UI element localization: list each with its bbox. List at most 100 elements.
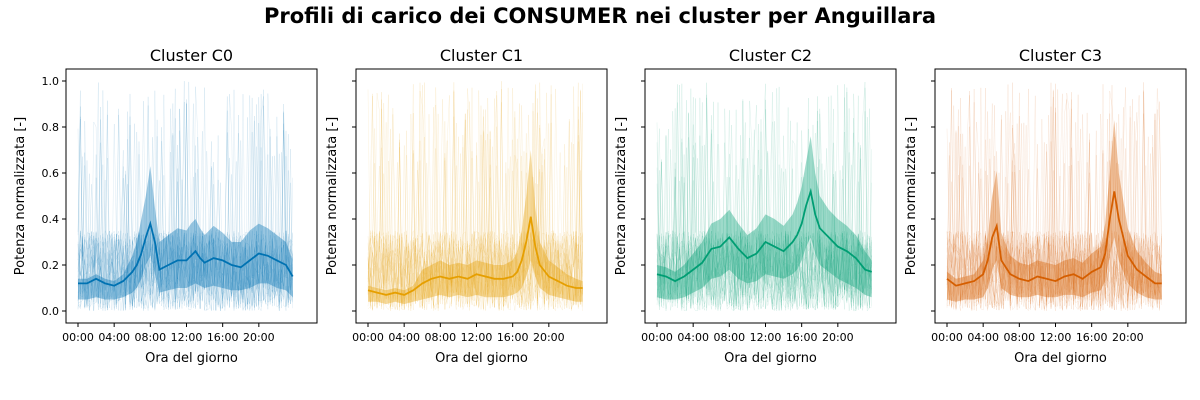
background-trace bbox=[656, 88, 872, 310]
x-tick-label: 00:00 bbox=[352, 331, 384, 344]
background-trace bbox=[77, 114, 293, 310]
background-trace bbox=[946, 88, 1162, 311]
x-tick-label: 16:00 bbox=[497, 331, 529, 344]
y-axis-label: Potenza normalizzata [-] bbox=[13, 117, 28, 275]
background-trace bbox=[77, 89, 293, 311]
background-trace bbox=[946, 96, 1162, 311]
x-axis-label: Ora del giorno bbox=[724, 351, 817, 366]
background-trace bbox=[77, 88, 293, 311]
background-trace bbox=[77, 94, 293, 311]
background-trace bbox=[367, 83, 583, 312]
background-trace bbox=[946, 126, 1162, 312]
background-trace bbox=[946, 90, 1162, 311]
chart-panel-0: 0.0 0.2 0.4 0.6 0.8 1.0 00:00 04:00 08:00 12:00 16… bbox=[13, 46, 318, 366]
background-trace bbox=[946, 84, 1162, 310]
x-axis-label: Ora del giorno bbox=[435, 351, 528, 366]
background-trace bbox=[77, 101, 293, 311]
chart-panel-2: 00:00 04:00 08:00 12:00 16:00 20:00 Cluster C2… bbox=[614, 46, 897, 366]
background-trace bbox=[656, 87, 872, 312]
axes-frame bbox=[934, 68, 1187, 324]
background-trace bbox=[367, 92, 583, 311]
x-tick-label: 00:00 bbox=[641, 331, 673, 344]
y-axis-label: Potenza normalizzata [-] bbox=[904, 117, 919, 275]
background-trace bbox=[946, 88, 1162, 311]
background-trace bbox=[367, 93, 583, 310]
x-tick-label: 04:00 bbox=[98, 331, 130, 344]
background-trace bbox=[77, 106, 293, 312]
background-trace bbox=[77, 90, 293, 310]
background-trace bbox=[77, 82, 293, 310]
x-tick-label: 16:00 bbox=[207, 331, 239, 344]
x-tick-label: 04:00 bbox=[388, 331, 420, 344]
x-axis-label: Ora del giorno bbox=[1014, 351, 1107, 366]
background-trace bbox=[77, 111, 293, 311]
chart-panel-3: 00:00 04:00 08:00 12:00 16:00 20:00 Cluster C3… bbox=[904, 46, 1187, 366]
background-trace bbox=[367, 82, 583, 311]
background-trace bbox=[946, 82, 1162, 310]
mean-line bbox=[946, 191, 1162, 287]
background-trace bbox=[946, 82, 1162, 311]
background-trace bbox=[77, 90, 293, 311]
background-trace bbox=[656, 111, 872, 312]
y-tick-label: 0.2 bbox=[42, 259, 60, 272]
background-trace bbox=[656, 97, 872, 311]
background-trace bbox=[656, 108, 872, 308]
background-trace bbox=[656, 96, 872, 311]
x-tick-label: 16:00 bbox=[786, 331, 818, 344]
mean-line bbox=[656, 187, 872, 283]
background-trace bbox=[77, 93, 293, 311]
x-tick-label: 08:00 bbox=[134, 331, 166, 344]
x-tick-label: 04:00 bbox=[967, 331, 999, 344]
background-trace bbox=[946, 83, 1162, 311]
background-trace bbox=[367, 103, 583, 311]
background-trace bbox=[77, 89, 293, 311]
x-tick-label: 12:00 bbox=[461, 331, 493, 344]
background-traces bbox=[656, 81, 872, 312]
background-trace bbox=[367, 92, 583, 310]
background-trace bbox=[656, 92, 872, 311]
background-trace bbox=[77, 86, 293, 311]
axes-frame bbox=[65, 68, 318, 324]
background-trace bbox=[367, 88, 583, 311]
background-trace bbox=[367, 99, 583, 311]
background-trace bbox=[946, 105, 1162, 310]
background-trace bbox=[946, 82, 1162, 311]
chart-panel-1: 00:00 04:00 08:00 12:00 16:00 20:00 Cluster C1… bbox=[325, 46, 608, 366]
x-tick-label: 20:00 bbox=[1112, 331, 1144, 344]
background-trace bbox=[77, 118, 293, 311]
background-trace bbox=[656, 110, 872, 310]
x-tick-label: 20:00 bbox=[822, 331, 854, 344]
background-trace bbox=[367, 82, 583, 311]
background-trace bbox=[77, 151, 293, 311]
y-tick-label: 1.0 bbox=[42, 75, 60, 88]
background-trace bbox=[367, 91, 583, 311]
x-tick-label: 12:00 bbox=[171, 331, 203, 344]
axes-frame bbox=[644, 68, 897, 324]
panel-title: Cluster C2 bbox=[729, 46, 812, 65]
x-tick-label: 12:00 bbox=[750, 331, 782, 344]
mean-line bbox=[367, 216, 583, 296]
background-trace bbox=[367, 95, 583, 310]
background-trace bbox=[656, 110, 872, 311]
background-trace bbox=[77, 145, 293, 311]
background-trace bbox=[367, 81, 583, 311]
background-trace bbox=[656, 81, 872, 310]
background-trace bbox=[367, 84, 583, 311]
background-trace bbox=[367, 87, 583, 308]
background-trace bbox=[77, 112, 293, 310]
x-axis-label: Ora del giorno bbox=[145, 351, 238, 366]
x-tick-label: 08:00 bbox=[713, 331, 745, 344]
x-tick-label: 20:00 bbox=[243, 331, 275, 344]
x-tick-label: 16:00 bbox=[1076, 331, 1108, 344]
y-axis-label: Potenza normalizzata [-] bbox=[614, 117, 629, 275]
background-trace bbox=[77, 81, 293, 311]
background-trace bbox=[656, 83, 872, 310]
background-trace bbox=[656, 83, 872, 311]
x-tick-label: 20:00 bbox=[533, 331, 565, 344]
background-trace bbox=[367, 84, 583, 310]
spread-band bbox=[368, 150, 583, 305]
background-trace bbox=[367, 94, 583, 308]
background-trace bbox=[77, 94, 293, 311]
